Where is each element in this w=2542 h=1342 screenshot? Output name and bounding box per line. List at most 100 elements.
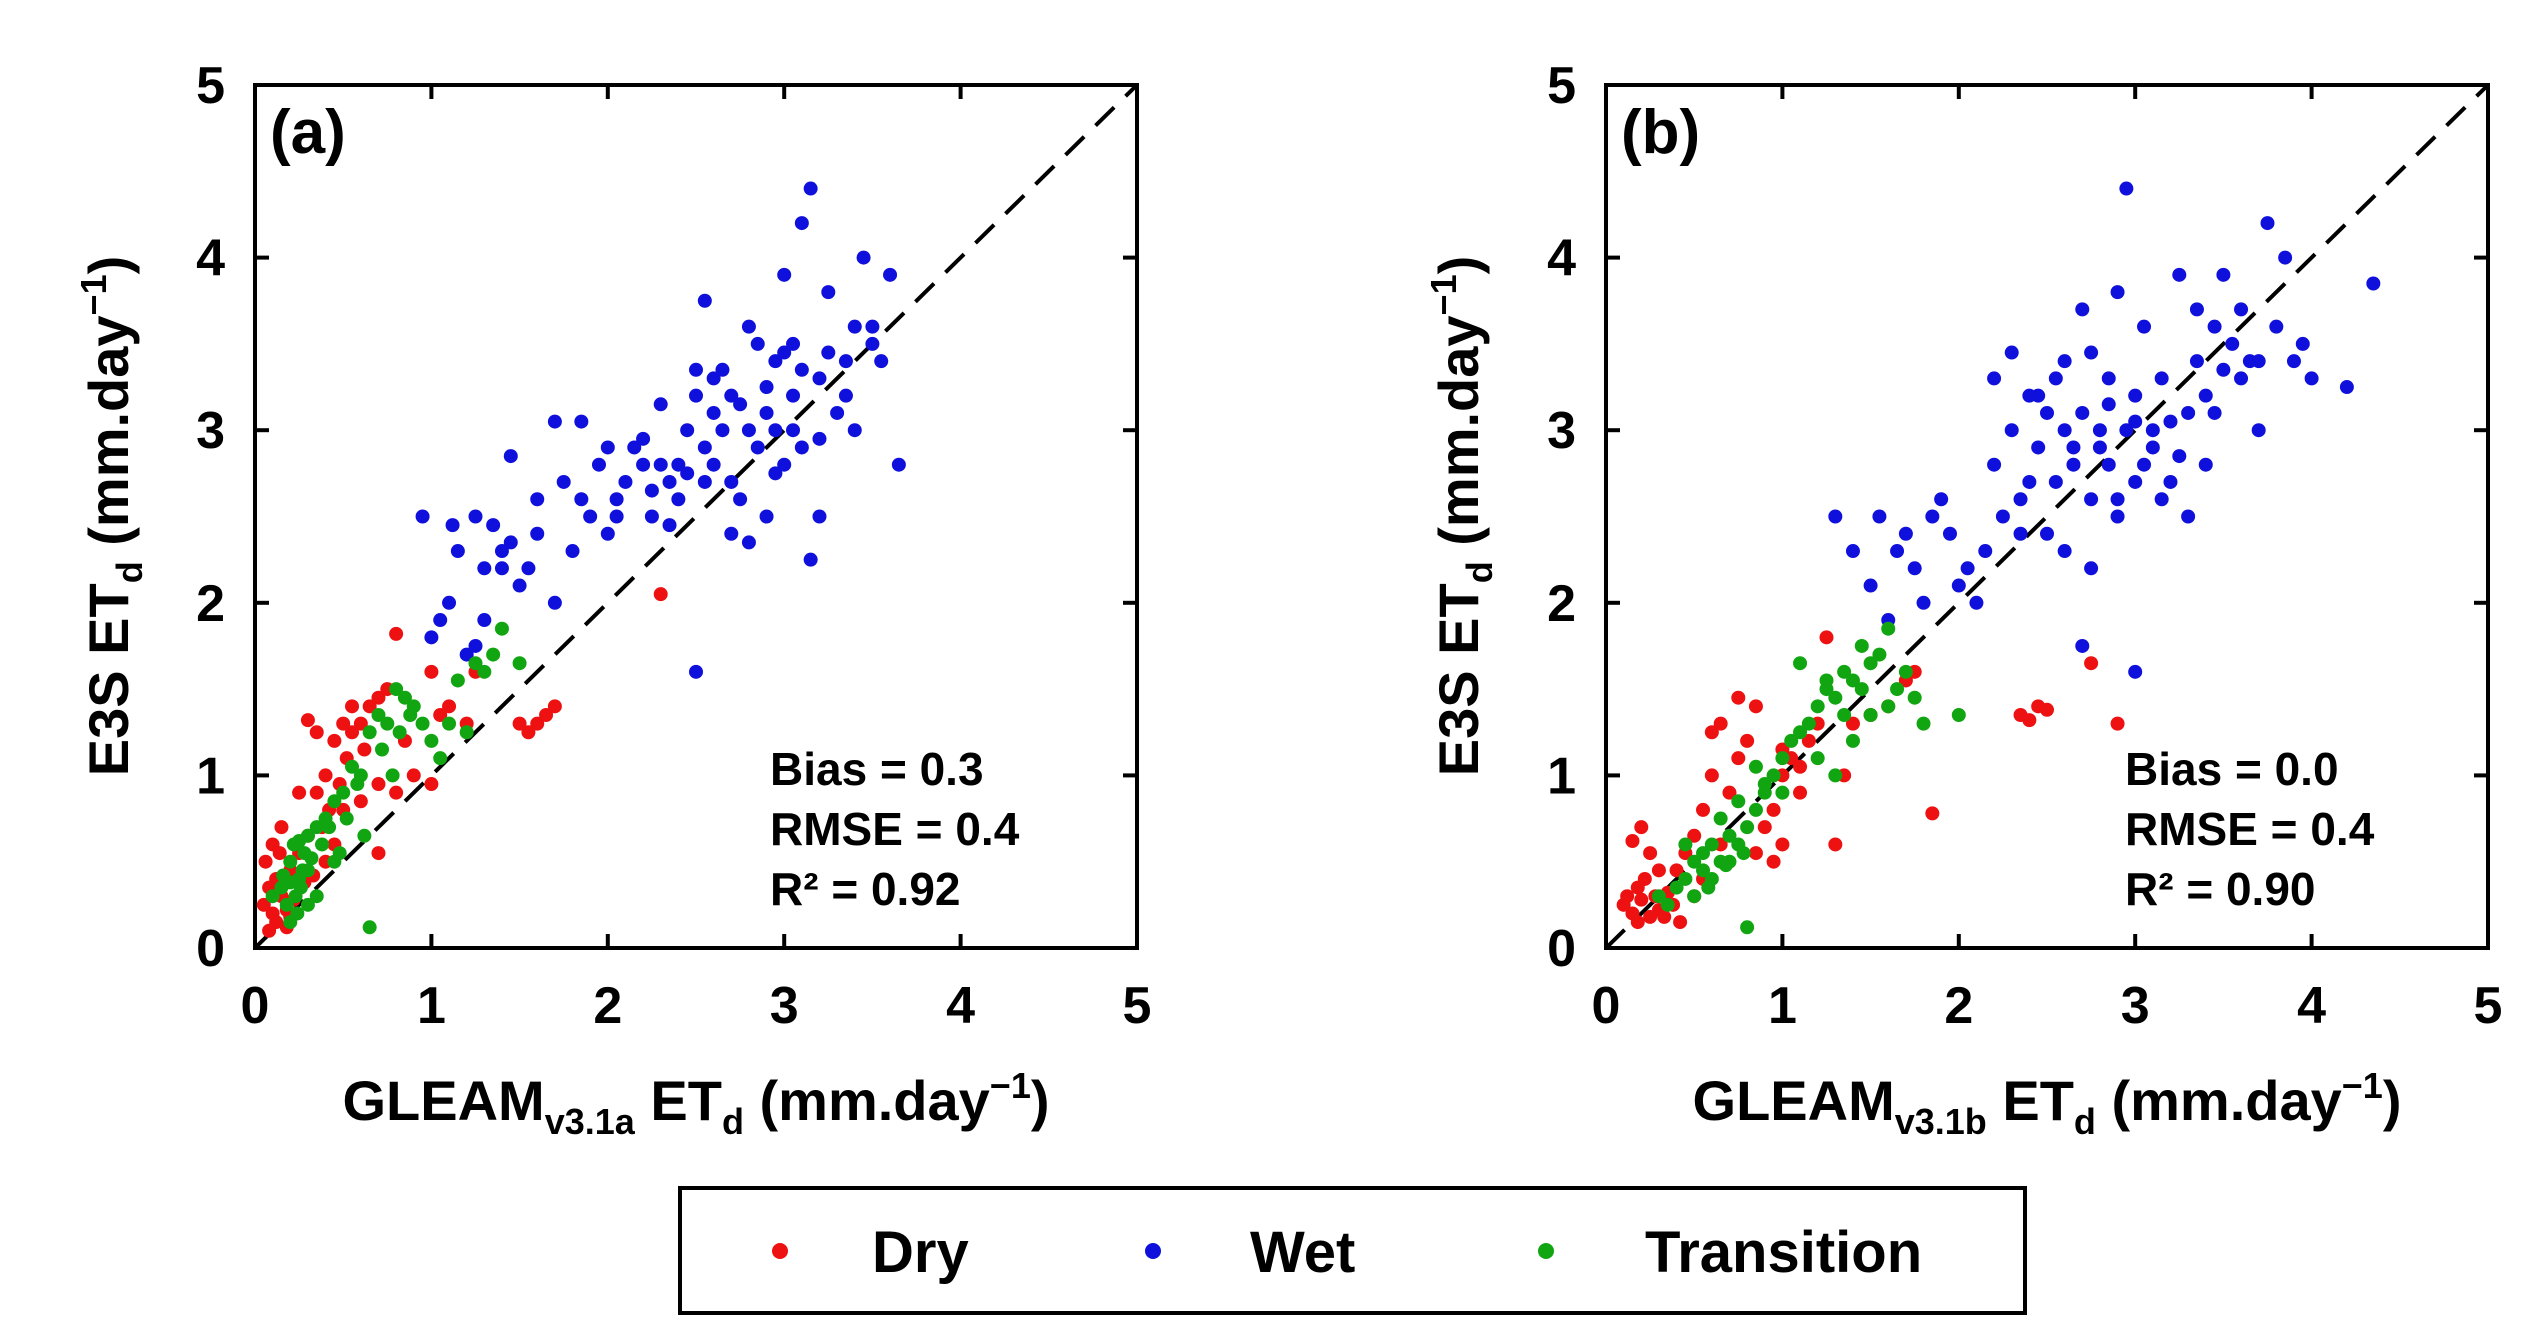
point-wet <box>847 423 862 438</box>
point-dry <box>1704 768 1719 783</box>
point-transition <box>1775 751 1790 766</box>
point-wet <box>662 474 677 489</box>
point-wet <box>2040 405 2054 420</box>
point-transition <box>350 777 365 792</box>
point-dry <box>1669 863 1684 878</box>
point-wet <box>794 440 809 455</box>
point-transition <box>494 621 509 636</box>
point-dry <box>1637 871 1652 886</box>
point-dry <box>1766 854 1781 869</box>
point-wet <box>2278 250 2293 265</box>
point-dry <box>389 785 404 800</box>
point-transition <box>1898 664 1913 679</box>
point-dry <box>256 897 271 912</box>
panel-label: (a) <box>270 98 346 167</box>
point-wet <box>891 457 906 472</box>
point-transition <box>1801 716 1816 731</box>
point-wet <box>865 336 880 351</box>
point-wet <box>583 509 598 524</box>
point-wet <box>2198 457 2213 472</box>
point-wet <box>2075 638 2090 653</box>
x-axis-title-main: GLEAM <box>343 1069 545 1132</box>
point-transition <box>1748 802 1763 817</box>
legend-box <box>678 1186 2027 1315</box>
x-axis-title-mid: ET <box>1987 1069 2074 1132</box>
point-dry <box>442 699 457 714</box>
y-tick-label: 1 <box>1547 747 1576 805</box>
point-transition <box>315 837 330 852</box>
identity-line <box>253 83 1139 950</box>
y-tick-labels: 0 1 2 3 4 5 <box>196 57 225 978</box>
point-transition <box>1748 759 1763 774</box>
point-wet <box>759 509 774 524</box>
point-transition <box>450 673 465 688</box>
point-wet <box>1925 509 1940 524</box>
point-transition <box>1837 664 1852 679</box>
point-transition <box>403 707 418 722</box>
point-wet <box>715 362 730 377</box>
point-wet <box>1951 578 1966 593</box>
point-wet <box>2084 561 2099 576</box>
point-wet <box>653 397 668 412</box>
point-wet <box>1828 509 1843 524</box>
y-axis-title: E3S ETd (mm.day−1) <box>73 256 150 777</box>
point-wet <box>812 509 827 524</box>
point-transition <box>265 889 280 904</box>
x-axis-title-sub2: d <box>722 1101 744 1142</box>
point-transition <box>1660 897 1675 912</box>
point-transition <box>279 897 294 912</box>
stat-bias: Bias = 0.3 <box>770 743 984 795</box>
point-transition <box>283 875 298 890</box>
point-wet <box>424 630 439 645</box>
point-wet <box>2207 319 2222 334</box>
point-wet <box>883 267 898 282</box>
point-dry <box>1757 820 1772 835</box>
x-axis-title-mid: ET <box>635 1069 722 1132</box>
data-points <box>1616 181 2381 935</box>
point-transition <box>1828 690 1843 705</box>
point-transition <box>1793 656 1808 671</box>
point-wet <box>1872 509 1887 524</box>
point-wet <box>2172 449 2187 464</box>
point-wet <box>2084 492 2099 507</box>
point-transition <box>375 742 390 757</box>
point-transition <box>385 768 400 783</box>
point-wet <box>445 518 460 533</box>
point-wet <box>2207 405 2222 420</box>
point-wet <box>794 362 809 377</box>
point-wet <box>830 405 845 420</box>
point-wet <box>503 449 518 464</box>
point-dry <box>274 820 289 835</box>
point-wet <box>2295 336 2310 351</box>
point-wet <box>2163 474 2178 489</box>
point-dry <box>1651 863 1666 878</box>
point-wet <box>2040 526 2054 541</box>
point-wet <box>2110 509 2125 524</box>
point-wet <box>2057 423 2072 438</box>
point-wet <box>653 457 668 472</box>
point-wet <box>2154 492 2169 507</box>
x-tick-label: 4 <box>2297 977 2326 1035</box>
point-dry <box>262 923 277 938</box>
point-wet <box>530 526 545 541</box>
point-wet <box>2128 414 2143 429</box>
point-wet <box>2092 423 2107 438</box>
point-wet <box>838 354 853 369</box>
point-dry <box>258 854 273 869</box>
y-tick-label: 5 <box>1547 57 1576 115</box>
point-wet <box>503 535 518 550</box>
data-points <box>256 181 906 938</box>
point-wet <box>768 354 783 369</box>
point-transition <box>339 811 354 826</box>
point-wet <box>803 552 818 567</box>
point-transition <box>1837 707 1852 722</box>
point-transition <box>1687 854 1702 869</box>
point-transition <box>1722 828 1737 843</box>
point-transition <box>1696 846 1711 861</box>
y-tick-label: 3 <box>196 402 225 460</box>
point-transition <box>389 682 404 697</box>
point-dry <box>353 794 368 809</box>
point-wet <box>2092 440 2107 455</box>
identity-line <box>1604 83 2490 950</box>
point-dry <box>1748 846 1763 861</box>
